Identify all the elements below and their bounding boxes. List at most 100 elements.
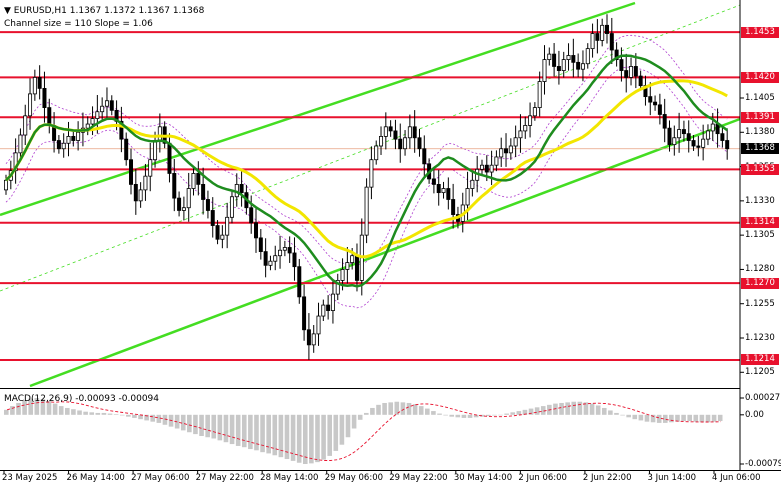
candle xyxy=(273,245,278,271)
time-tick-label: 29 May 22:00 xyxy=(389,473,448,483)
candle-body xyxy=(287,247,292,254)
macd-bar xyxy=(46,401,52,415)
candle-body xyxy=(239,183,244,194)
macd-bar xyxy=(632,414,638,420)
candle xyxy=(85,116,90,136)
candle-body xyxy=(297,266,302,298)
macd-bar xyxy=(589,403,595,415)
time-tick-label: 27 May 06:00 xyxy=(131,473,190,483)
candle xyxy=(186,172,191,222)
candle-body xyxy=(85,123,90,129)
candle-body xyxy=(258,237,263,252)
macd-bar xyxy=(669,414,674,423)
candle xyxy=(479,159,484,175)
macd-bar xyxy=(394,401,400,415)
level-badge: 1.1391 xyxy=(741,111,779,123)
dropdown-arrow-icon[interactable]: ▼ xyxy=(4,6,11,16)
candle xyxy=(441,181,446,199)
macd-bar xyxy=(540,406,546,415)
candle xyxy=(677,112,682,153)
macd-bar xyxy=(241,414,247,448)
macd-bar xyxy=(351,414,357,429)
candle-body xyxy=(220,234,225,240)
candle xyxy=(528,102,533,138)
time-tick-label: 4 Jun 06:00 xyxy=(712,473,761,483)
macd-bar xyxy=(406,402,412,415)
candle xyxy=(326,295,331,320)
candle xyxy=(37,65,42,100)
macd-bar xyxy=(382,402,387,415)
macd-bar xyxy=(699,414,705,423)
candle-body xyxy=(263,251,268,266)
price-tick-label: 1.1405 xyxy=(745,93,775,103)
macd-bar xyxy=(516,411,522,415)
candle-body xyxy=(566,55,571,60)
candle xyxy=(657,93,662,125)
macd-bar xyxy=(614,412,619,415)
candle-body xyxy=(513,137,518,147)
candle-body xyxy=(186,188,191,209)
candle xyxy=(403,130,408,156)
candle-body xyxy=(374,145,379,161)
candle xyxy=(571,38,576,78)
candle-body xyxy=(431,178,436,185)
candle-body xyxy=(330,293,335,311)
time-tick-label: 26 May 14:00 xyxy=(66,473,125,483)
candle-body xyxy=(715,123,720,135)
candle xyxy=(489,150,494,186)
candle xyxy=(287,236,292,263)
candle-body xyxy=(177,197,182,211)
candle xyxy=(374,140,379,165)
candle-body xyxy=(66,135,71,144)
candle-body xyxy=(229,196,234,218)
macd-bar xyxy=(321,414,326,460)
macd-bar xyxy=(553,403,558,415)
macd-bar xyxy=(65,407,70,415)
candle xyxy=(532,102,537,121)
candle xyxy=(662,98,667,143)
candle-body xyxy=(13,152,18,172)
candle-body xyxy=(633,66,638,77)
macd-bar xyxy=(571,401,577,415)
macd-bar xyxy=(638,414,644,421)
candle xyxy=(614,42,619,67)
time-tick-label: 3 Jun 14:00 xyxy=(647,473,697,483)
candle-body xyxy=(316,315,321,335)
candle xyxy=(172,158,177,212)
macd-bar xyxy=(217,414,223,441)
macd-bar xyxy=(254,414,259,451)
candle-body xyxy=(350,255,355,263)
macd-bar xyxy=(687,414,692,422)
macd-bar xyxy=(662,414,668,423)
candle-body xyxy=(537,81,542,108)
macd-bar xyxy=(315,414,320,463)
candle-body xyxy=(489,164,494,173)
macd-bar xyxy=(479,414,485,417)
price-tick-label: 1.1280 xyxy=(745,264,775,275)
candle-body xyxy=(201,183,206,200)
candle xyxy=(278,235,283,269)
macd-bar xyxy=(71,409,76,415)
macd-bar xyxy=(461,414,467,418)
candle-body xyxy=(215,225,220,240)
time-tick-label: 23 May 2025 xyxy=(2,473,58,483)
candle xyxy=(302,284,307,341)
candle-body xyxy=(725,140,730,150)
candle xyxy=(119,106,124,153)
macd-bar xyxy=(223,414,229,443)
candle xyxy=(249,195,254,234)
macd-bar xyxy=(333,414,339,451)
candle xyxy=(470,171,475,197)
macd-bar xyxy=(437,413,442,415)
macd-bar xyxy=(266,414,271,454)
candle xyxy=(258,229,263,260)
candle-body xyxy=(104,100,109,107)
macd-bar xyxy=(601,407,607,415)
candle xyxy=(229,190,234,224)
candle xyxy=(225,202,230,249)
candle-body xyxy=(479,164,484,170)
candle-body xyxy=(268,260,273,266)
candle xyxy=(66,121,71,157)
candle xyxy=(369,146,374,200)
